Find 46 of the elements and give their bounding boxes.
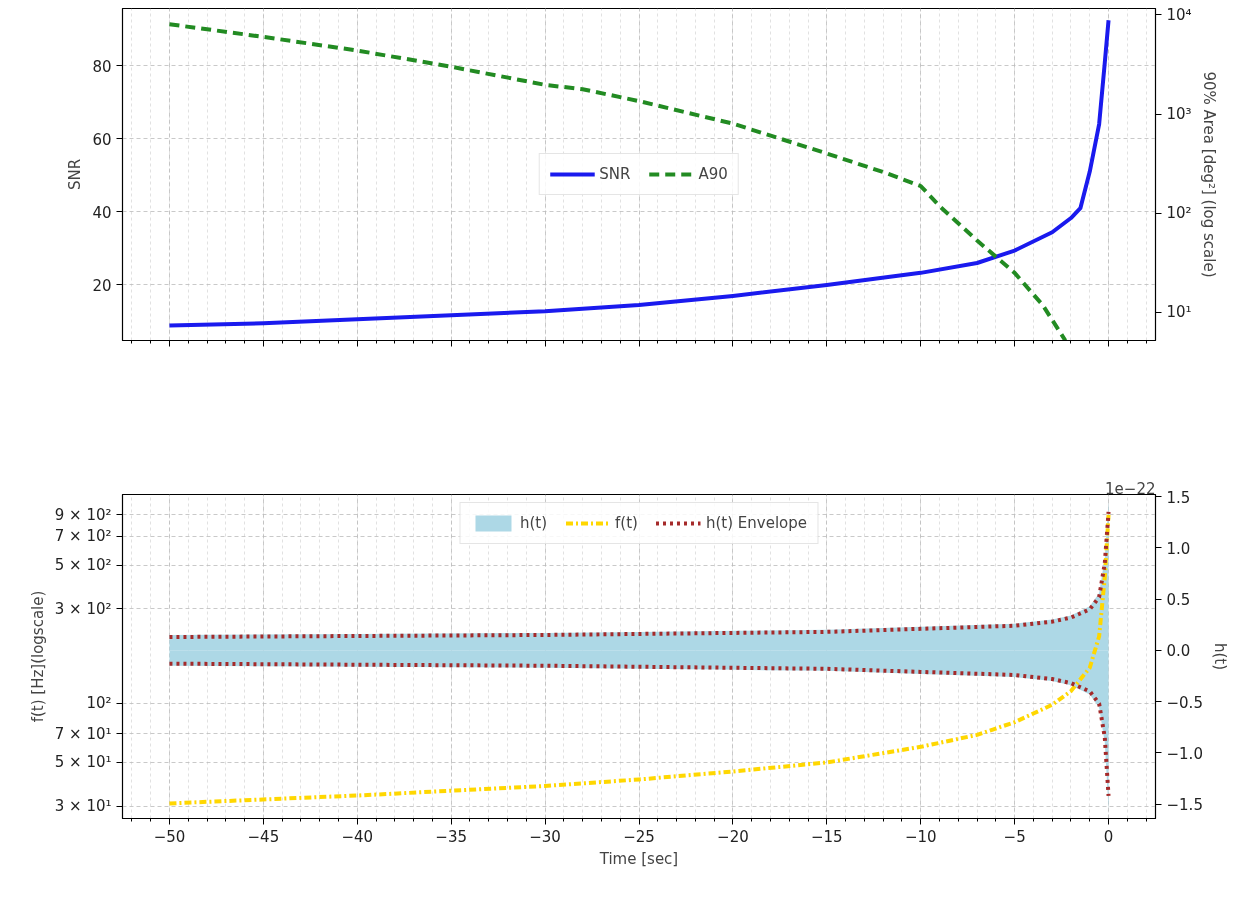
- y-axis-title: f(t) [Hz](logscale): [28, 590, 47, 723]
- x-tick-label: −5: [1003, 827, 1026, 846]
- y-tick-label: 60: [92, 130, 112, 149]
- y-tick-label: 7 × 10²: [54, 527, 112, 546]
- y2-axis-title: 90% Area [deg²] (log scale): [1199, 71, 1218, 278]
- y2-tick-label: 10⁴: [1166, 5, 1192, 24]
- x-tick-label: −35: [435, 827, 468, 846]
- x-tick-label: −25: [623, 827, 655, 846]
- y2-tick-label: 0.5: [1166, 591, 1191, 610]
- legend-label: h(t): [519, 514, 548, 532]
- x-tick-label: −10: [904, 827, 937, 846]
- x-tick-label: −45: [247, 827, 280, 846]
- x-tick-label: 0: [1103, 827, 1114, 846]
- y-tick-label: 9 × 10²: [54, 505, 112, 524]
- y-tick-label: 5 × 10¹: [54, 753, 112, 772]
- x-tick-label: −50: [153, 827, 186, 846]
- legend-label: A90: [698, 165, 728, 183]
- y-tick-label: 10²: [86, 694, 112, 713]
- line-series: [167, 512, 1111, 806]
- y-axis-title: SNR: [66, 158, 85, 191]
- y2-tick-label: 1.0: [1166, 539, 1191, 558]
- y-tick-label: 3 × 10¹: [54, 797, 112, 816]
- y2-axis-title: h(t): [1210, 642, 1229, 671]
- y2-tick-label: 10³: [1166, 105, 1192, 124]
- y2-tick-label: −0.5: [1166, 693, 1203, 712]
- y-tick-label: 3 × 10²: [54, 599, 112, 618]
- y-tick-label: 5 × 10²: [54, 556, 112, 575]
- x-tick-label: −20: [717, 827, 749, 846]
- legend-label: h(t) Envelope: [705, 514, 808, 532]
- y2-tick-label: 0.0: [1166, 642, 1191, 661]
- x-tick-label: −40: [341, 827, 374, 846]
- x-tick-label: −15: [810, 827, 843, 846]
- y2-tick-label: 10¹: [1166, 303, 1192, 322]
- y-tick-label: 40: [92, 203, 112, 222]
- y2-tick-label: −1.5: [1166, 796, 1203, 815]
- y2-tick-label: 10²: [1166, 204, 1192, 223]
- x-axis-title: Time [sec]: [598, 849, 679, 868]
- y2-tick-label: 1.5: [1166, 488, 1191, 507]
- legend-label: f(t): [615, 514, 638, 532]
- annotation: 1e−22: [1105, 479, 1156, 498]
- y2-tick-label: −1.0: [1166, 744, 1203, 763]
- x-tick-label: −30: [529, 827, 561, 846]
- legend-label: SNR: [599, 165, 631, 183]
- y-tick-label: 7 × 10¹: [54, 724, 112, 743]
- y-tick-label: 80: [92, 57, 112, 76]
- y-tick-label: 20: [92, 276, 112, 295]
